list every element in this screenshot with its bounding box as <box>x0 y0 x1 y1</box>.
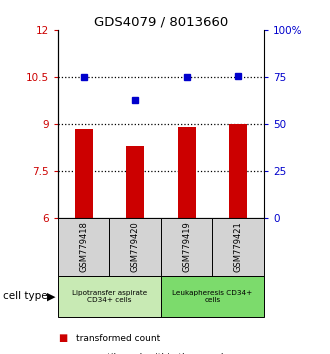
Text: ■: ■ <box>58 333 67 343</box>
Text: GSM779418: GSM779418 <box>79 222 88 272</box>
Text: GSM779421: GSM779421 <box>234 222 243 272</box>
Bar <box>126 146 144 218</box>
Bar <box>178 127 196 218</box>
Bar <box>75 129 92 218</box>
Text: GSM779420: GSM779420 <box>131 222 140 272</box>
Bar <box>161 276 264 317</box>
Bar <box>161 218 213 276</box>
Bar <box>58 276 161 317</box>
Text: percentile rank within the sample: percentile rank within the sample <box>76 353 229 354</box>
Text: GSM779419: GSM779419 <box>182 222 191 272</box>
Text: Lipotransfer aspirate
CD34+ cells: Lipotransfer aspirate CD34+ cells <box>72 290 147 303</box>
Bar <box>213 218 264 276</box>
Text: transformed count: transformed count <box>76 333 160 343</box>
Text: Leukapheresis CD34+
cells: Leukapheresis CD34+ cells <box>172 290 252 303</box>
Text: ▶: ▶ <box>47 291 55 302</box>
Bar <box>58 218 109 276</box>
Title: GDS4079 / 8013660: GDS4079 / 8013660 <box>94 16 228 29</box>
Text: cell type: cell type <box>3 291 48 302</box>
Bar <box>109 218 161 276</box>
Text: ■: ■ <box>58 353 67 354</box>
Bar <box>229 124 247 218</box>
